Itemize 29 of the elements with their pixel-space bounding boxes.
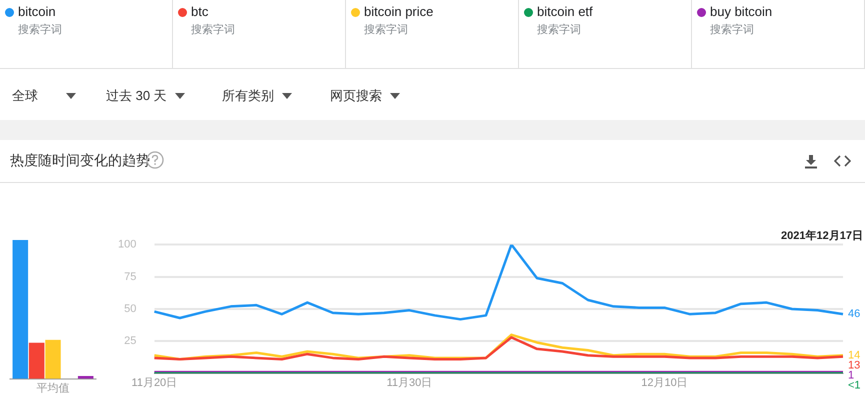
data-label: 1: [848, 369, 854, 382]
text: 搜索字词: [710, 22, 754, 37]
legend-label: bitcoin etf: [537, 4, 593, 19]
y-tick-label: 50: [124, 303, 136, 316]
y-tick-label: 75: [124, 270, 136, 283]
legend-label: buy bitcoin: [710, 4, 772, 19]
legend-label: bitcoin price: [364, 4, 434, 19]
text: 搜索字词: [191, 22, 235, 37]
data-label: <1: [848, 379, 861, 392]
data-label: 46: [848, 308, 860, 320]
text: 全球: [12, 87, 38, 105]
chart-title: 热度随时间变化的趋势: [10, 152, 150, 170]
legend-label: btc: [191, 4, 208, 19]
legend-label: bitcoin: [18, 4, 56, 19]
x-tick-label: 11月20日: [132, 377, 178, 390]
text: 2021年12月17日: [781, 229, 863, 242]
text: 网页搜索: [330, 87, 382, 105]
x-tick-label: 12月10日: [641, 377, 688, 390]
text: 搜索字词: [18, 22, 62, 37]
y-tick-label: 25: [124, 335, 136, 348]
x-tick-label: 11月30日: [386, 377, 432, 390]
text: 搜索字词: [364, 22, 408, 37]
text: 过去 30 天: [106, 87, 167, 105]
x-tick-label: 平均值: [36, 382, 70, 394]
y-tick-label: 100: [118, 238, 136, 251]
data-label: 14: [848, 349, 860, 362]
text: 所有类别: [222, 87, 274, 105]
text: 搜索字词: [537, 22, 581, 37]
data-label: 13: [848, 359, 860, 372]
